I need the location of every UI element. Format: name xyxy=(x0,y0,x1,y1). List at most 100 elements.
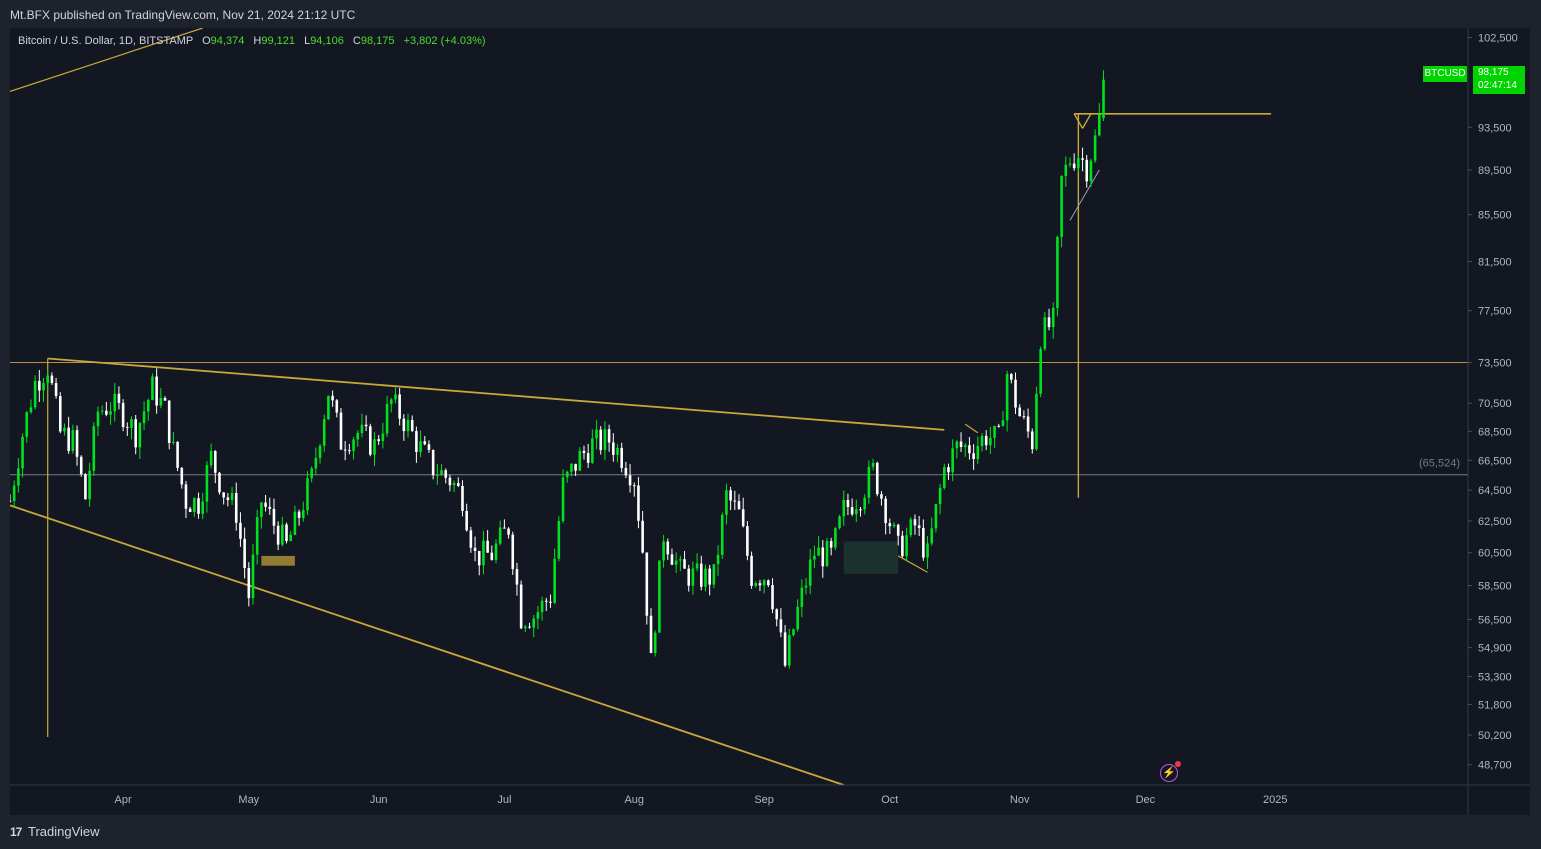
candle-body xyxy=(63,427,66,432)
tradingview-logo[interactable]: 17 TradingView xyxy=(10,824,100,839)
candle-body xyxy=(1014,379,1017,408)
candle-body xyxy=(33,380,37,408)
candle-body xyxy=(603,429,607,451)
last-price-tag: BTCUSD 98,175 02:47:14 xyxy=(1423,66,1525,94)
candles xyxy=(10,70,1105,669)
candle-body xyxy=(783,632,787,666)
candle-body xyxy=(482,540,485,566)
candle-body xyxy=(398,394,401,419)
candle-body xyxy=(54,383,58,397)
candle-body xyxy=(410,419,414,431)
candle-body xyxy=(406,419,410,432)
candle-body xyxy=(213,451,217,473)
candle-body xyxy=(528,626,531,628)
candle-body xyxy=(29,407,33,413)
candle-body xyxy=(875,462,879,495)
candle-body xyxy=(1010,374,1013,380)
price-tick-label: 77,500 xyxy=(1478,306,1512,318)
candle-body xyxy=(473,547,477,551)
low-value: 94,106 xyxy=(310,35,344,47)
candle-body xyxy=(942,467,946,488)
candle-body xyxy=(1047,317,1051,328)
candle-body xyxy=(289,534,293,542)
candle-body xyxy=(1043,317,1047,349)
candle-body xyxy=(796,606,799,630)
candle-body xyxy=(892,524,896,527)
candle-body xyxy=(880,494,883,499)
demand-zone xyxy=(843,541,899,574)
marker-box xyxy=(261,555,295,566)
time-tick-label: May xyxy=(238,794,259,806)
candle-body xyxy=(96,411,100,427)
candle-body xyxy=(712,564,716,585)
price-tick-label: 51,800 xyxy=(1478,699,1512,711)
price-chart[interactable]: (65,524) 102,500 93,500 89,500 85,500 81,500… xyxy=(10,28,1530,815)
candle-body xyxy=(1018,407,1022,417)
candle-body xyxy=(46,375,50,384)
candle-body xyxy=(913,519,917,526)
candle-body xyxy=(695,563,699,569)
candle-body xyxy=(683,559,686,569)
candle-body xyxy=(616,447,619,455)
candle-body xyxy=(369,426,372,455)
candle-body xyxy=(146,399,150,412)
candle-body xyxy=(247,568,251,599)
candle-body xyxy=(494,543,498,560)
candle-body xyxy=(637,485,640,521)
candle-body xyxy=(658,560,661,633)
candle-body xyxy=(322,419,326,446)
price-tick-label: 85,500 xyxy=(1478,210,1512,222)
candle-body xyxy=(515,569,519,585)
chart-area[interactable]: (65,524) 102,500 93,500 89,500 85,500 81,500… xyxy=(10,28,1530,815)
candle-body xyxy=(519,584,523,629)
candle-body xyxy=(197,498,200,514)
candle-body xyxy=(377,439,380,442)
time-tick-label: Oct xyxy=(881,794,898,806)
candle-body xyxy=(444,470,448,478)
candle-body xyxy=(817,547,820,556)
high-value: 99,121 xyxy=(261,35,295,47)
brand-name: TradingView xyxy=(28,824,100,839)
candle-body xyxy=(75,430,79,457)
candle-body xyxy=(331,395,334,401)
candle-body xyxy=(607,429,611,443)
candle-body xyxy=(503,527,506,529)
candle-body xyxy=(230,493,234,501)
price-tick-label: 58,500 xyxy=(1478,581,1512,593)
flash-icon[interactable]: ⚡ xyxy=(1160,761,1181,782)
candle-body xyxy=(653,632,657,654)
candle-body xyxy=(339,412,343,450)
candle-body xyxy=(976,446,980,459)
candle-body xyxy=(729,490,732,501)
candle-body xyxy=(163,398,167,401)
price-tick-label: 56,500 xyxy=(1478,615,1512,627)
candle-body xyxy=(1072,163,1076,169)
candle-body xyxy=(544,600,548,602)
candle-body xyxy=(842,499,846,517)
candle-body xyxy=(1030,431,1034,450)
price-tick-label: 54,900 xyxy=(1478,643,1512,655)
candle-body xyxy=(477,550,481,566)
wedge-line xyxy=(1069,169,1100,221)
candle-body xyxy=(917,525,921,528)
candle-body xyxy=(775,609,779,620)
candle-body xyxy=(138,423,142,448)
candle-body xyxy=(955,441,959,449)
candle-body xyxy=(176,441,179,468)
candle-body xyxy=(172,441,175,443)
time-tick-label: Nov xyxy=(1010,794,1030,806)
candle-body xyxy=(553,558,556,603)
candle-body xyxy=(155,376,158,406)
candle-body xyxy=(687,568,691,586)
candle-body xyxy=(67,427,70,451)
price-tick-label: 81,500 xyxy=(1478,257,1512,269)
candle-body xyxy=(532,618,536,628)
candle-body xyxy=(905,535,908,557)
candle-body xyxy=(79,456,83,475)
time-tick-label: Jun xyxy=(370,794,388,806)
candle-body xyxy=(628,475,632,486)
candle-body xyxy=(285,524,288,542)
target-arrow-right xyxy=(1081,113,1092,129)
change-value: +3,802 (+4.03%) xyxy=(403,35,486,47)
upper-left-channel-line xyxy=(10,28,203,92)
